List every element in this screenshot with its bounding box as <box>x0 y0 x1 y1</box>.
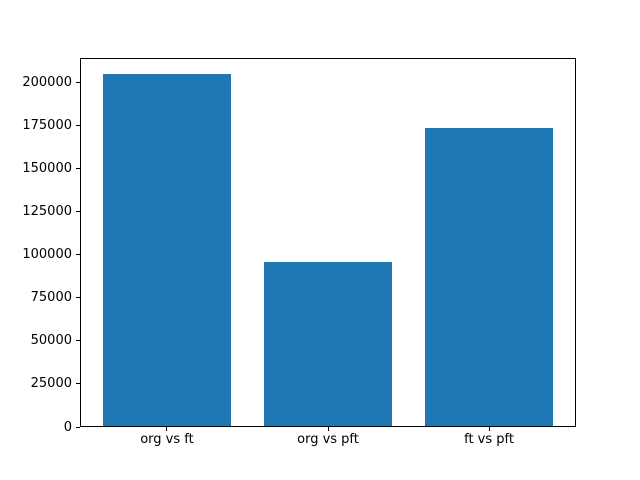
y-tick-mark <box>76 340 80 342</box>
y-tick-mark <box>76 210 80 212</box>
x-tick-mark <box>166 427 168 431</box>
y-tick-mark <box>76 124 80 126</box>
y-tick-label: 175000 <box>22 117 72 133</box>
y-tick-mark <box>76 383 80 385</box>
plot-area <box>80 58 576 427</box>
y-tick-mark <box>76 167 80 169</box>
y-tick-label: 25000 <box>30 376 72 392</box>
y-tick-label: 125000 <box>22 203 72 219</box>
y-tick-label: 200000 <box>22 74 72 90</box>
y-tick-label: 150000 <box>22 160 72 176</box>
y-tick-mark <box>76 254 80 256</box>
bar-org-vs-ft <box>102 74 232 426</box>
y-tick-label: 100000 <box>22 247 72 263</box>
y-tick-mark <box>76 81 80 83</box>
bar-ft-vs-pft <box>424 127 554 426</box>
y-tick-label: 50000 <box>30 333 72 349</box>
bar-org-vs-pft <box>263 262 393 426</box>
x-tick-mark <box>488 427 490 431</box>
y-tick-mark <box>76 426 80 428</box>
x-tick-label-org-vs-ft: org vs ft <box>140 432 194 447</box>
x-tick-mark <box>327 427 329 431</box>
y-tick-label: 0 <box>63 419 72 435</box>
x-tick-label-org-vs-pft: org vs pft <box>297 432 359 447</box>
y-tick-mark <box>76 297 80 299</box>
y-tick-label: 75000 <box>30 290 72 306</box>
x-tick-label-ft-vs-pft: ft vs pft <box>464 432 514 447</box>
